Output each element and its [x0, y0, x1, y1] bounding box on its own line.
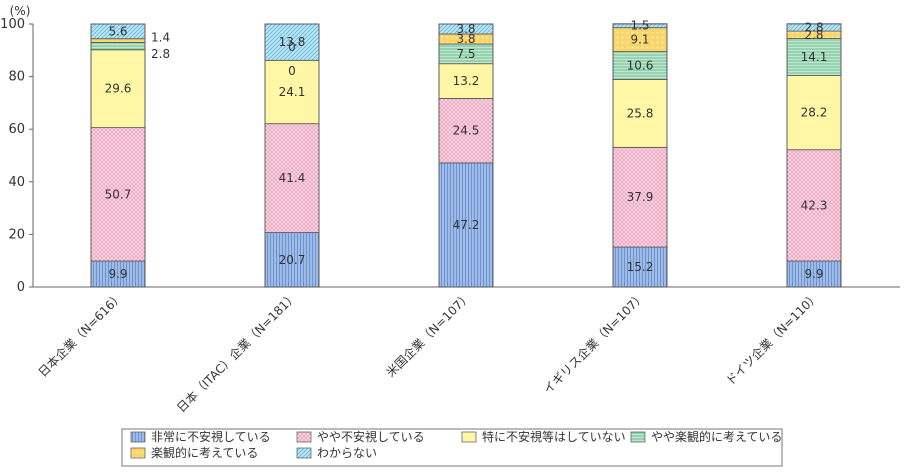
y-tick-label: 40 — [8, 175, 25, 190]
bar-segment — [438, 162, 494, 288]
data-label: 2.8 — [804, 28, 823, 42]
data-label: 3.8 — [456, 32, 475, 46]
bar-segment — [612, 51, 668, 80]
bar-outline — [786, 23, 842, 288]
bar-segment — [90, 127, 146, 262]
data-label: 24.1 — [279, 85, 306, 99]
legend-box — [121, 428, 783, 467]
legend-entry: やや楽観的に考えている — [651, 429, 782, 444]
legend-swatch — [296, 431, 312, 443]
data-label: 13.2 — [453, 74, 480, 88]
category-label: 米国企業（N=107） — [383, 289, 474, 380]
legend-entry: 非常に不安視している — [151, 429, 271, 444]
category-label: ドイツ企業（N=110） — [722, 289, 822, 389]
data-label: 29.6 — [105, 82, 132, 96]
data-label: 1.5 — [630, 19, 649, 33]
data-label: 0 — [288, 40, 296, 54]
data-label: 2.8 — [151, 47, 170, 61]
data-label: 25.8 — [627, 106, 654, 120]
data-label: 14.1 — [801, 50, 828, 64]
data-label: 7.5 — [456, 47, 475, 61]
bar-segment — [438, 98, 494, 164]
y-tick-label: 100 — [0, 17, 25, 32]
bar-segment — [90, 38, 146, 43]
data-label: 42.3 — [801, 198, 828, 212]
category-label: 日本企業（N=616） — [35, 289, 126, 380]
legend-entry: 楽観的に考えている — [151, 445, 258, 460]
category-label: イギリス企業（N=107） — [540, 289, 648, 397]
bar-segment — [786, 149, 842, 262]
bar-outline — [438, 23, 494, 288]
data-label: 15.2 — [627, 260, 654, 274]
legend-entry: わからない — [317, 446, 377, 460]
data-label: 50.7 — [105, 187, 132, 201]
legend-entry: やや不安視している — [317, 429, 425, 444]
y-tick-label: 80 — [8, 70, 25, 85]
data-label: 28.2 — [801, 106, 828, 120]
y-tick-label: 60 — [8, 122, 25, 137]
data-label: 9.1 — [630, 33, 649, 47]
legend-swatch — [130, 431, 146, 443]
data-label: 5.6 — [108, 24, 127, 38]
data-label: 0 — [288, 64, 296, 78]
data-label: 41.4 — [279, 171, 306, 185]
data-label: 10.6 — [627, 59, 654, 73]
data-label: 1.4 — [151, 31, 170, 45]
bar-outline — [90, 23, 146, 288]
y-tick-label: 20 — [8, 227, 25, 242]
data-label: 2.8 — [804, 20, 823, 34]
data-label: 20.7 — [279, 253, 306, 267]
bar-segment — [90, 42, 146, 51]
data-label: 3.8 — [456, 22, 475, 36]
legend-entry: 特に不安視等はしていない — [482, 429, 626, 444]
category-label: 日本（ITAC）企業（N=181） — [173, 289, 300, 416]
data-label: 47.2 — [453, 218, 480, 232]
unit-label: (%) — [10, 4, 31, 18]
legend-swatch — [461, 431, 477, 443]
bar-outline — [264, 23, 320, 288]
bar-segment — [612, 146, 668, 248]
bar-segment — [786, 75, 842, 151]
legend-swatch — [296, 447, 312, 459]
legend-swatch — [130, 447, 146, 459]
y-tick-label: 0 — [17, 280, 25, 295]
data-label: 9.9 — [804, 267, 823, 281]
data-label: 9.9 — [108, 267, 127, 281]
data-label: 24.5 — [453, 124, 480, 138]
data-label: 13.8 — [279, 35, 306, 49]
data-label: 37.9 — [627, 190, 654, 204]
bar-outline — [612, 23, 668, 288]
bar-segment — [264, 23, 320, 61]
legend-swatch — [630, 431, 646, 443]
